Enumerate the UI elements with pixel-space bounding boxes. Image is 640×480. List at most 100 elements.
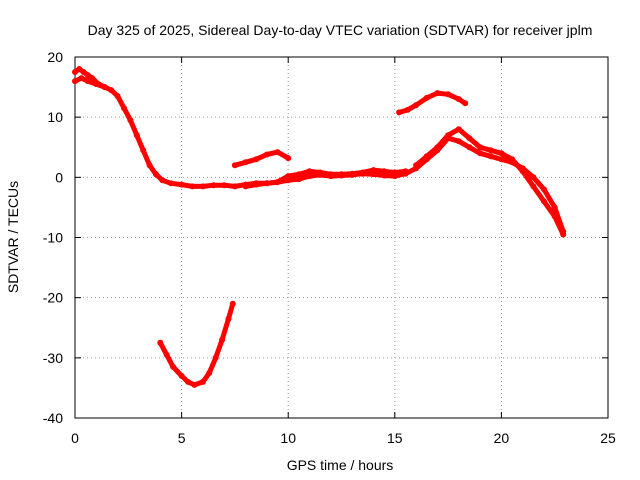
data-point bbox=[434, 144, 441, 151]
data-point bbox=[498, 150, 505, 157]
data-point bbox=[108, 87, 115, 94]
data-point bbox=[434, 90, 441, 97]
data-point bbox=[402, 168, 409, 175]
data-point bbox=[370, 167, 377, 174]
data-point bbox=[185, 378, 191, 385]
data-point bbox=[477, 150, 484, 157]
data-point bbox=[159, 177, 166, 184]
data-point bbox=[466, 135, 473, 142]
data-point bbox=[101, 84, 108, 91]
data-point bbox=[455, 126, 462, 133]
data-point bbox=[231, 183, 238, 190]
data-point bbox=[84, 78, 91, 85]
y-tick-label: 20 bbox=[47, 49, 63, 65]
data-point bbox=[359, 169, 366, 176]
data-point bbox=[191, 381, 198, 388]
data-point bbox=[242, 159, 249, 166]
data-point bbox=[263, 180, 270, 187]
chart-title: Day 325 of 2025, Sidereal Day-to-day VTE… bbox=[88, 22, 593, 38]
data-point bbox=[530, 183, 537, 190]
data-point bbox=[78, 75, 85, 82]
data-point bbox=[462, 100, 469, 107]
data-point bbox=[206, 369, 213, 376]
data-point bbox=[551, 204, 558, 211]
data-point bbox=[242, 183, 249, 190]
series-line-arc-low bbox=[157, 301, 236, 388]
data-point bbox=[178, 181, 185, 188]
data-point bbox=[210, 182, 217, 189]
data-point bbox=[381, 172, 388, 179]
x-tick-label: 0 bbox=[71, 430, 79, 446]
series-line-arc-mid-lower bbox=[243, 167, 408, 189]
data-point bbox=[455, 138, 462, 145]
y-tick-label: -10 bbox=[43, 230, 63, 246]
data-point bbox=[306, 168, 313, 175]
data-point bbox=[295, 176, 302, 183]
data-point bbox=[274, 179, 281, 186]
data-point bbox=[221, 182, 228, 189]
x-tick-label: 15 bbox=[387, 430, 403, 446]
data-point bbox=[413, 102, 420, 109]
data-point bbox=[263, 151, 270, 158]
data-point bbox=[306, 173, 313, 180]
data-point bbox=[76, 66, 83, 72]
data-point bbox=[199, 378, 206, 385]
data-point bbox=[317, 169, 324, 176]
data-point bbox=[477, 144, 484, 151]
data-point bbox=[167, 180, 174, 187]
data-point bbox=[551, 213, 558, 220]
data-point bbox=[381, 168, 388, 175]
data-point bbox=[212, 354, 219, 361]
data-point bbox=[423, 153, 430, 160]
y-tick-label: 0 bbox=[55, 169, 63, 185]
data-point bbox=[391, 169, 398, 176]
data-point bbox=[80, 69, 87, 75]
data-point bbox=[466, 144, 473, 151]
data-point bbox=[396, 109, 403, 116]
data-point bbox=[72, 69, 78, 75]
data-point bbox=[509, 156, 516, 163]
data-point bbox=[519, 168, 526, 175]
data-point bbox=[530, 174, 537, 181]
data-point bbox=[225, 315, 232, 322]
x-tick-label: 25 bbox=[600, 430, 616, 446]
x-tick-label: 5 bbox=[178, 430, 186, 446]
data-point bbox=[295, 171, 302, 178]
data-point bbox=[231, 162, 238, 169]
data-point bbox=[541, 186, 547, 193]
axis-ticks: 0 5 10 15 20 25 -40 -30 -20 -10 0 10 20 bbox=[43, 49, 616, 446]
grid bbox=[75, 57, 608, 418]
data-point bbox=[189, 183, 196, 190]
data-point bbox=[285, 155, 292, 162]
data-point bbox=[229, 300, 236, 307]
data-point bbox=[327, 171, 334, 178]
series-line-arc-main bbox=[72, 75, 566, 234]
y-tick-label: -40 bbox=[43, 410, 63, 426]
data-point bbox=[445, 91, 452, 98]
data-point bbox=[219, 336, 226, 343]
data-point bbox=[541, 198, 547, 205]
data-point bbox=[349, 170, 356, 177]
data-point bbox=[455, 96, 462, 103]
data-point bbox=[121, 105, 127, 112]
data-point bbox=[170, 363, 177, 370]
y-tick-label: -30 bbox=[43, 350, 63, 366]
y-tick-label: 10 bbox=[47, 109, 63, 125]
data-point bbox=[146, 162, 153, 169]
data-point bbox=[95, 81, 102, 88]
data-point bbox=[274, 149, 281, 156]
data-series bbox=[72, 66, 567, 388]
data-point bbox=[285, 173, 292, 180]
y-axis-title: SDTVAR / TECUs bbox=[5, 181, 21, 293]
data-point bbox=[560, 231, 567, 238]
data-point bbox=[445, 132, 452, 139]
x-tick-label: 20 bbox=[494, 430, 510, 446]
data-point bbox=[423, 94, 430, 101]
x-tick-label: 10 bbox=[280, 430, 296, 446]
data-point bbox=[84, 72, 91, 79]
data-point bbox=[487, 153, 494, 160]
data-point bbox=[163, 351, 170, 358]
data-point bbox=[140, 147, 147, 154]
data-point bbox=[404, 106, 411, 113]
x-axis-title: GPS time / hours bbox=[287, 457, 394, 473]
